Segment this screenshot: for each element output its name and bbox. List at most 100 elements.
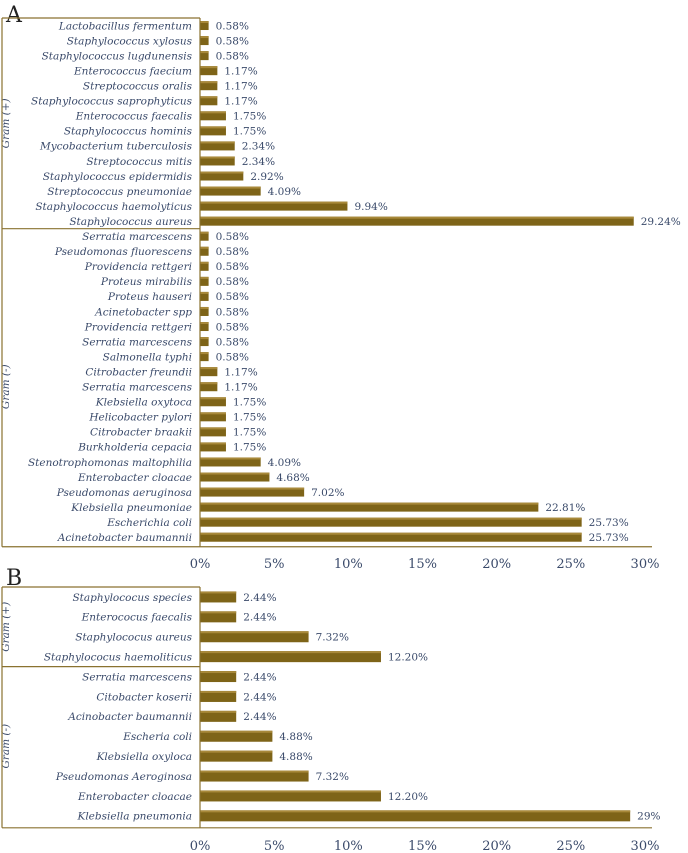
panel-a-bar-highlight: [200, 472, 270, 475]
panel-a-value-label: 4.09%: [268, 457, 301, 469]
panel-a-value-label: 1.17%: [224, 65, 257, 77]
panel-a-tick-label: 20%: [482, 557, 511, 572]
panel-a-bar: [200, 171, 244, 181]
panel-a-bar: [200, 51, 209, 61]
panel-a-value-label: 2.92%: [250, 171, 283, 183]
panel-a-category-label: Escherichia coli: [106, 517, 192, 529]
panel-a-category-label: Mycobacterium tuberculosis: [39, 141, 193, 153]
panel-a-bar: [200, 352, 209, 362]
panel-a-bar-highlight: [200, 517, 582, 520]
panel-b-bar: [200, 710, 237, 722]
panel-b-value-label: 4.88%: [279, 731, 312, 743]
panel-b-category-label: Klebsiella pneumonia: [76, 811, 192, 823]
panel-b-tick-label: 20%: [482, 839, 511, 853]
panel-b-tick-label: 10%: [334, 839, 363, 853]
panel-a-tick-label: 15%: [408, 557, 437, 572]
panel-b-category-label: Klebsiella oxyloca: [96, 751, 192, 763]
panel-a-bar-highlight: [200, 502, 539, 505]
panel-b-bar-highlight: [200, 770, 309, 773]
panel-a-value-label: 0.58%: [216, 231, 249, 243]
panel-a-bar-highlight: [200, 367, 218, 370]
panel-b-category-label: Citobacter koserii: [96, 691, 192, 703]
panel-b-bar-highlight: [200, 750, 273, 753]
panel-a-group-label: Gram (-): [0, 364, 12, 409]
panel-b-bar: [200, 651, 381, 663]
panel-a-value-label: 2.34%: [242, 156, 275, 168]
panel-a-category-label: Providencia rettgeri: [84, 261, 192, 273]
panel-a-category-label: Proteus hauseri: [107, 291, 192, 303]
panel-a-value-label: 4.09%: [268, 186, 301, 198]
panel-a-category-label: Staphylococcus aureus: [69, 216, 192, 228]
panel-a-bar: [200, 126, 226, 136]
panel-b-category-label: Acinobacter baumannii: [67, 711, 192, 723]
panel-a-bar: [200, 472, 270, 482]
panel-b-value-label: 12.20%: [388, 791, 428, 803]
panel-b-value-label: 7.32%: [316, 632, 349, 644]
panel-b-category-label: Enterococus faecalis: [81, 612, 193, 624]
panel-b-category-label: Pseudomonas Aeroginosa: [55, 771, 192, 783]
panel-b-value-label: 4.88%: [279, 751, 312, 763]
panel-a-category-label: Citrobacter braakii: [90, 427, 192, 439]
panel-a-category-label: Lactobacillus fermentum: [58, 20, 192, 32]
panel-a-value-label: 0.58%: [216, 351, 249, 363]
panel-b-tick-label: 0%: [190, 839, 211, 853]
panel-a-value-label: 1.75%: [233, 427, 266, 439]
panel-b-category-label: Escheria coli: [122, 731, 192, 743]
panel-a-bar: [200, 487, 305, 497]
panel-a-value-label: 1.17%: [224, 366, 257, 378]
panel-a-category-label: Stenotrophomonas maltophilia: [28, 457, 192, 469]
panel-b-category-label: Serratia marcescens: [82, 671, 192, 683]
panel-a-bar-highlight: [200, 337, 209, 340]
panel-a-bar-highlight: [200, 186, 261, 189]
panel-a-bar: [200, 306, 209, 316]
panel-a-bar: [200, 96, 218, 106]
panel-a-bar-highlight: [200, 352, 209, 355]
panel-b-bar: [200, 770, 309, 782]
panel-b-bar-highlight: [200, 690, 237, 693]
panel-a-bar: [200, 276, 209, 286]
panel-a-bar-highlight: [200, 246, 209, 249]
panel-a-group-label: Gram (+): [0, 98, 12, 148]
panel-a-value-label: 0.58%: [216, 246, 249, 258]
panel-a-bar-highlight: [200, 51, 209, 54]
panel-a-value-label: 0.58%: [216, 306, 249, 318]
panel-a-category-label: Enterobacter cloacae: [77, 472, 192, 484]
panel-a-value-label: 22.81%: [545, 502, 585, 514]
panel-b-bar-highlight: [200, 671, 237, 674]
panel-b-value-label: 12.20%: [388, 651, 428, 663]
panel-b-value-label: 7.32%: [316, 771, 349, 783]
panel-a-bar-highlight: [200, 276, 209, 279]
panel-a-category-label: Staphylococcus hominis: [64, 126, 193, 138]
panel-b-tick-label: 30%: [631, 839, 660, 853]
panel-a-bar: [200, 111, 226, 121]
panel-b-bar: [200, 671, 237, 683]
panel-b-bar-highlight: [200, 651, 381, 654]
panel-a-bar-highlight: [200, 261, 209, 264]
panel-a-tick-label: 5%: [264, 557, 285, 572]
panel-b-bar-highlight: [200, 611, 237, 614]
panel-a-category-label: Citrobacter freundii: [85, 366, 192, 378]
panel-b-letter: B: [6, 566, 22, 591]
panel-a-tick-label: 30%: [631, 557, 660, 572]
panel-a-bar-highlight: [200, 457, 261, 460]
panel-a-bar: [200, 36, 209, 46]
panel-a-bar: [200, 382, 218, 392]
panel-a-bar: [200, 502, 539, 512]
panel-a-category-label: Salmonella typhi: [103, 351, 192, 363]
panel-a-category-label: Acinetobacter baumannii: [57, 532, 192, 544]
panel-a-tick-label: 25%: [556, 557, 585, 572]
panel-b-value-label: 2.44%: [243, 671, 276, 683]
panel-a-bar: [200, 21, 209, 31]
panel-b-value-label: 2.44%: [243, 691, 276, 703]
panel-b-bar: [200, 730, 273, 742]
panel-a-bar-highlight: [200, 442, 226, 445]
panel-a-value-label: 1.75%: [233, 126, 266, 138]
panel-a-category-label: Staphylococcus lugdunensis: [42, 50, 193, 62]
panel-b-bar-highlight: [200, 710, 237, 713]
panel-b-tick-label: 15%: [408, 839, 437, 853]
panel-a-bar: [200, 66, 218, 76]
panel-b-bar: [200, 611, 237, 623]
panel-a-bar-highlight: [200, 427, 226, 430]
panel-b-value-label: 2.44%: [243, 711, 276, 723]
